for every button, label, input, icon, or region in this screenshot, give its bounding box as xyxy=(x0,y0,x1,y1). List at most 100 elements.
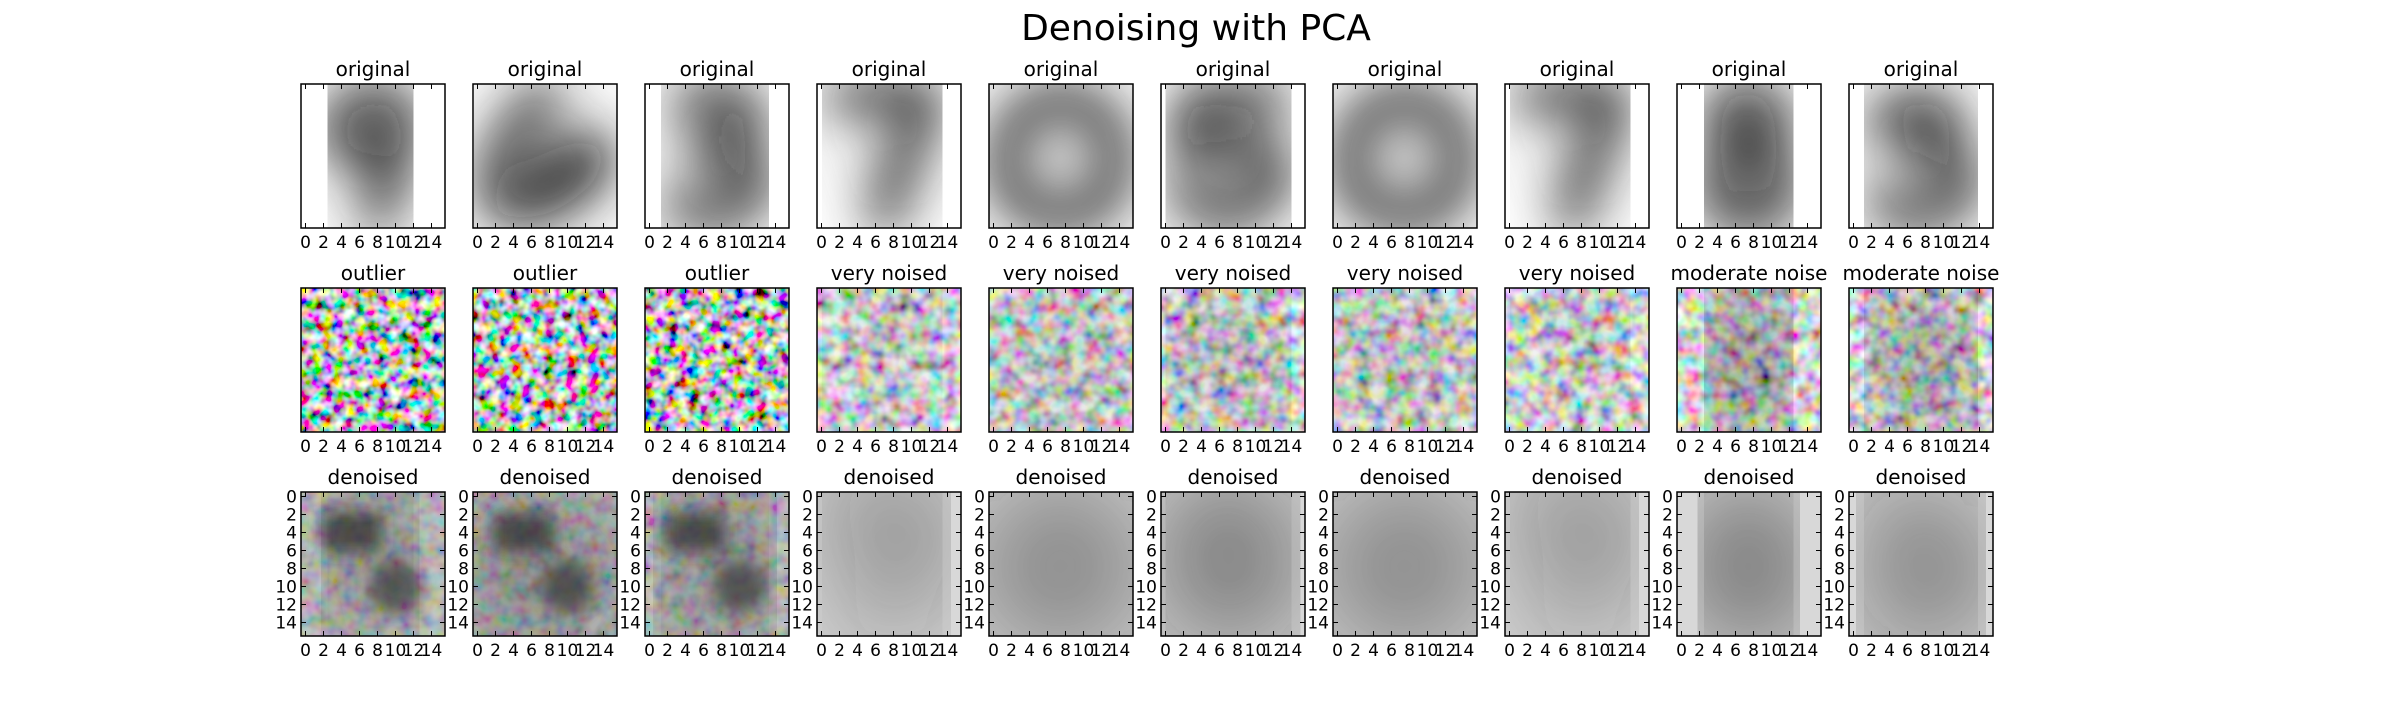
panel-image xyxy=(989,492,1133,636)
x-tick-label: 0 xyxy=(816,641,827,661)
panel-image xyxy=(1849,288,1993,432)
y-tick-label: 10 xyxy=(1479,578,1501,598)
x-tick-label: 12 xyxy=(575,641,597,661)
x-tick-label: 12 xyxy=(1091,437,1113,457)
x-tick-label: 0 xyxy=(1504,641,1515,661)
panel-image xyxy=(817,492,961,636)
x-tick-label: 10 xyxy=(1933,641,1955,661)
x-tick-label: 8 xyxy=(372,641,383,661)
x-tick-label: 6 xyxy=(870,233,881,253)
x-tick-label: 2 xyxy=(834,233,845,253)
y-tick-label: 14 xyxy=(619,614,641,634)
x-tick-label: 6 xyxy=(1730,233,1741,253)
x-tick-label: 0 xyxy=(1332,641,1343,661)
panel-title: denoised xyxy=(1704,465,1795,489)
panel-image xyxy=(1333,84,1477,228)
panel-title: original xyxy=(1712,57,1787,81)
panel-title: original xyxy=(1540,57,1615,81)
x-tick-label: 14 xyxy=(1797,233,1819,253)
x-tick-label: 4 xyxy=(1368,233,1379,253)
y-tick-label: 8 xyxy=(1490,560,1501,580)
x-tick-label: 14 xyxy=(765,233,787,253)
y-tick-label: 8 xyxy=(286,560,297,580)
y-tick-label: 12 xyxy=(619,596,641,616)
x-tick-label: 8 xyxy=(716,233,727,253)
panel-title: moderate noise xyxy=(1843,261,2000,285)
y-tick-label: 4 xyxy=(1146,524,1157,544)
y-tick-label: 12 xyxy=(1823,596,1845,616)
x-tick-label: 10 xyxy=(901,641,923,661)
y-tick-label: 14 xyxy=(1135,614,1157,634)
panel-image xyxy=(645,288,789,432)
panel-title: denoised xyxy=(1016,465,1107,489)
x-tick-label: 6 xyxy=(870,641,881,661)
y-tick-label: 4 xyxy=(458,524,469,544)
x-tick-label: 0 xyxy=(300,437,311,457)
x-tick-label: 8 xyxy=(1920,233,1931,253)
y-tick-label: 12 xyxy=(963,596,985,616)
y-tick-label: 6 xyxy=(1834,542,1845,562)
panel-image xyxy=(1505,288,1649,432)
x-tick-label: 8 xyxy=(1060,437,1071,457)
x-tick-label: 2 xyxy=(1694,233,1705,253)
panel-frame xyxy=(1504,491,1650,637)
panel-image xyxy=(989,84,1133,228)
x-tick-label: 14 xyxy=(1797,641,1819,661)
x-tick-label: 4 xyxy=(1540,233,1551,253)
x-tick-label: 14 xyxy=(1109,437,1131,457)
y-tick-label: 12 xyxy=(447,596,469,616)
x-tick-label: 4 xyxy=(680,641,691,661)
panel-image xyxy=(1505,84,1649,228)
x-tick-label: 2 xyxy=(1694,641,1705,661)
y-tick-label: 8 xyxy=(974,560,985,580)
y-tick-label: 0 xyxy=(458,488,469,508)
x-tick-label: 8 xyxy=(1920,641,1931,661)
x-tick-label: 2 xyxy=(1178,641,1189,661)
x-tick-label: 6 xyxy=(526,641,537,661)
x-tick-label: 14 xyxy=(1281,641,1303,661)
y-tick-label: 14 xyxy=(1823,614,1845,634)
x-tick-label: 12 xyxy=(1091,641,1113,661)
panel-image xyxy=(473,288,617,432)
x-tick-label: 8 xyxy=(1576,233,1587,253)
y-tick-label: 12 xyxy=(1135,596,1157,616)
panel-frame xyxy=(644,287,790,433)
x-tick-label: 8 xyxy=(1404,641,1415,661)
y-tick-label: 6 xyxy=(1146,542,1157,562)
x-tick-label: 4 xyxy=(336,641,347,661)
y-tick-label: 2 xyxy=(630,506,641,526)
panel-image xyxy=(1677,84,1821,228)
panel-frame xyxy=(1160,287,1306,433)
y-tick-label: 14 xyxy=(447,614,469,634)
x-tick-label: 12 xyxy=(747,641,769,661)
x-tick-label: 8 xyxy=(1576,437,1587,457)
x-tick-label: 14 xyxy=(765,641,787,661)
y-tick-label: 6 xyxy=(802,542,813,562)
y-tick-label: 10 xyxy=(1307,578,1329,598)
y-tick-label: 10 xyxy=(619,578,641,598)
x-tick-label: 10 xyxy=(1417,641,1439,661)
x-tick-label: 6 xyxy=(1386,641,1397,661)
x-tick-label: 12 xyxy=(403,641,425,661)
y-tick-label: 0 xyxy=(974,488,985,508)
x-tick-label: 6 xyxy=(354,437,365,457)
x-tick-label: 2 xyxy=(490,641,501,661)
panel-frame xyxy=(1332,83,1478,229)
panel-frame xyxy=(644,83,790,229)
panel-frame xyxy=(300,491,446,637)
x-tick-label: 14 xyxy=(1453,233,1475,253)
panel-frame xyxy=(644,491,790,637)
x-tick-label: 2 xyxy=(1522,641,1533,661)
x-tick-label: 10 xyxy=(729,437,751,457)
x-tick-label: 2 xyxy=(1694,437,1705,457)
x-tick-label: 4 xyxy=(336,437,347,457)
x-tick-label: 6 xyxy=(1214,641,1225,661)
x-tick-label: 0 xyxy=(644,233,655,253)
